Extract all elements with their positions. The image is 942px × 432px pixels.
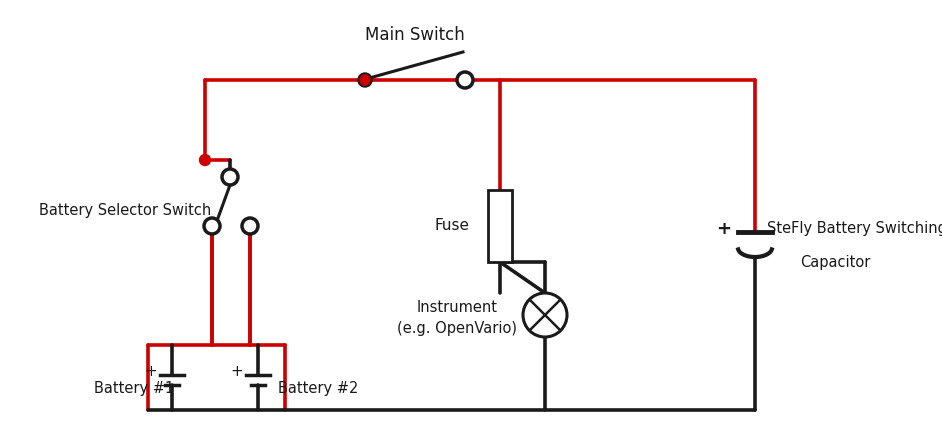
Text: Main Switch: Main Switch — [365, 26, 464, 44]
Circle shape — [358, 73, 372, 87]
Text: Battery #1: Battery #1 — [94, 381, 174, 396]
Bar — [488, 190, 512, 262]
Text: Battery #2: Battery #2 — [278, 381, 358, 396]
Text: (e.g. OpenVario): (e.g. OpenVario) — [397, 321, 517, 337]
Text: Capacitor: Capacitor — [800, 255, 870, 270]
Circle shape — [222, 169, 238, 185]
Text: SteFly Battery Switching: SteFly Battery Switching — [767, 222, 942, 236]
Circle shape — [242, 218, 258, 234]
Text: +: + — [717, 220, 732, 238]
Text: +: + — [145, 363, 157, 378]
Circle shape — [204, 218, 220, 234]
Circle shape — [200, 155, 210, 165]
Text: Fuse: Fuse — [434, 219, 469, 234]
Text: Battery Selector Switch: Battery Selector Switch — [39, 203, 211, 217]
Circle shape — [457, 72, 473, 88]
Text: Instrument: Instrument — [416, 299, 497, 314]
Text: +: + — [231, 363, 243, 378]
Circle shape — [523, 293, 567, 337]
Circle shape — [360, 75, 370, 85]
